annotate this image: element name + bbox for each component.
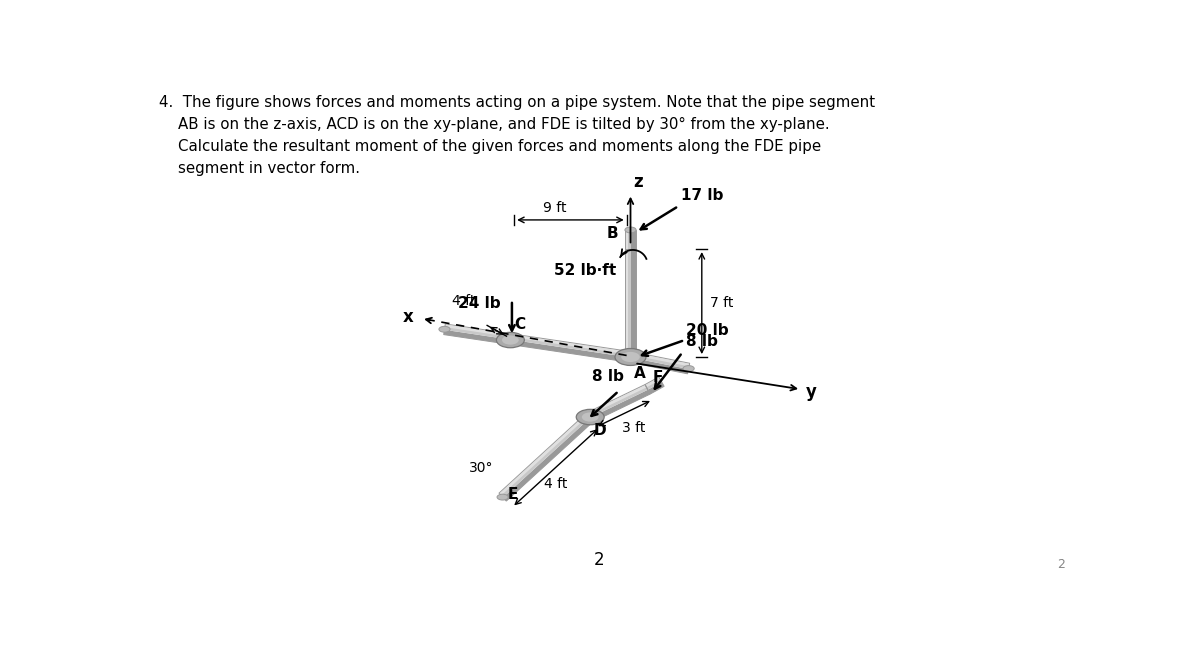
Polygon shape xyxy=(646,378,661,390)
Text: 2̇: 2̇ xyxy=(1057,558,1064,571)
Text: AB is on the z-axis, ACD is on the xy-plane, and FDE is tilted by 30° from the x: AB is on the z-axis, ACD is on the xy-pl… xyxy=(160,117,830,132)
Text: 4 ft: 4 ft xyxy=(452,293,475,308)
Polygon shape xyxy=(631,249,636,357)
Text: C: C xyxy=(515,318,526,333)
Polygon shape xyxy=(499,413,589,496)
Text: 17 lb: 17 lb xyxy=(680,188,724,203)
Text: 52 lb·ft: 52 lb·ft xyxy=(554,263,617,278)
Polygon shape xyxy=(626,249,631,357)
Text: z: z xyxy=(632,173,642,190)
Text: 8 lb: 8 lb xyxy=(593,369,624,384)
Text: 3 ft: 3 ft xyxy=(622,421,644,436)
Polygon shape xyxy=(631,353,690,366)
Polygon shape xyxy=(445,325,631,355)
Polygon shape xyxy=(590,390,650,422)
Text: 2: 2 xyxy=(594,551,605,569)
Polygon shape xyxy=(630,357,689,374)
Text: 24 lb: 24 lb xyxy=(458,295,502,310)
Ellipse shape xyxy=(502,335,518,345)
Polygon shape xyxy=(630,353,690,369)
Text: 20 lb: 20 lb xyxy=(686,323,728,338)
Text: 30°: 30° xyxy=(469,461,493,475)
Text: 4.  The figure shows forces and moments acting on a pipe system. Note that the p: 4. The figure shows forces and moments a… xyxy=(160,95,876,110)
Ellipse shape xyxy=(497,333,524,348)
Ellipse shape xyxy=(622,352,640,362)
Ellipse shape xyxy=(497,494,509,500)
Polygon shape xyxy=(648,382,664,394)
Text: B: B xyxy=(606,226,618,241)
Ellipse shape xyxy=(439,327,450,332)
Ellipse shape xyxy=(625,227,636,233)
Text: Calculate the resultant moment of the given forces and moments along the FDE pip: Calculate the resultant moment of the gi… xyxy=(160,139,822,154)
Text: y: y xyxy=(805,383,816,400)
Polygon shape xyxy=(444,330,630,363)
Text: E: E xyxy=(508,486,517,501)
Text: 7 ft: 7 ft xyxy=(709,296,733,310)
Ellipse shape xyxy=(582,413,599,422)
Text: 9 ft: 9 ft xyxy=(544,201,566,215)
Text: A: A xyxy=(634,366,646,381)
Ellipse shape xyxy=(576,409,604,424)
Polygon shape xyxy=(631,230,636,249)
Polygon shape xyxy=(499,414,590,497)
Polygon shape xyxy=(626,230,629,249)
Ellipse shape xyxy=(683,366,695,372)
Polygon shape xyxy=(626,249,629,357)
Text: F: F xyxy=(653,370,664,385)
Polygon shape xyxy=(588,385,647,415)
Polygon shape xyxy=(588,385,648,417)
Text: D: D xyxy=(593,423,606,438)
Text: 8 lb: 8 lb xyxy=(686,334,718,349)
Text: x: x xyxy=(403,308,414,326)
Text: segment in vector form.: segment in vector form. xyxy=(160,161,360,176)
Polygon shape xyxy=(626,230,631,249)
Polygon shape xyxy=(646,378,660,387)
Ellipse shape xyxy=(616,349,646,366)
Text: 4 ft: 4 ft xyxy=(544,477,568,490)
Polygon shape xyxy=(444,325,631,357)
Polygon shape xyxy=(503,417,594,501)
